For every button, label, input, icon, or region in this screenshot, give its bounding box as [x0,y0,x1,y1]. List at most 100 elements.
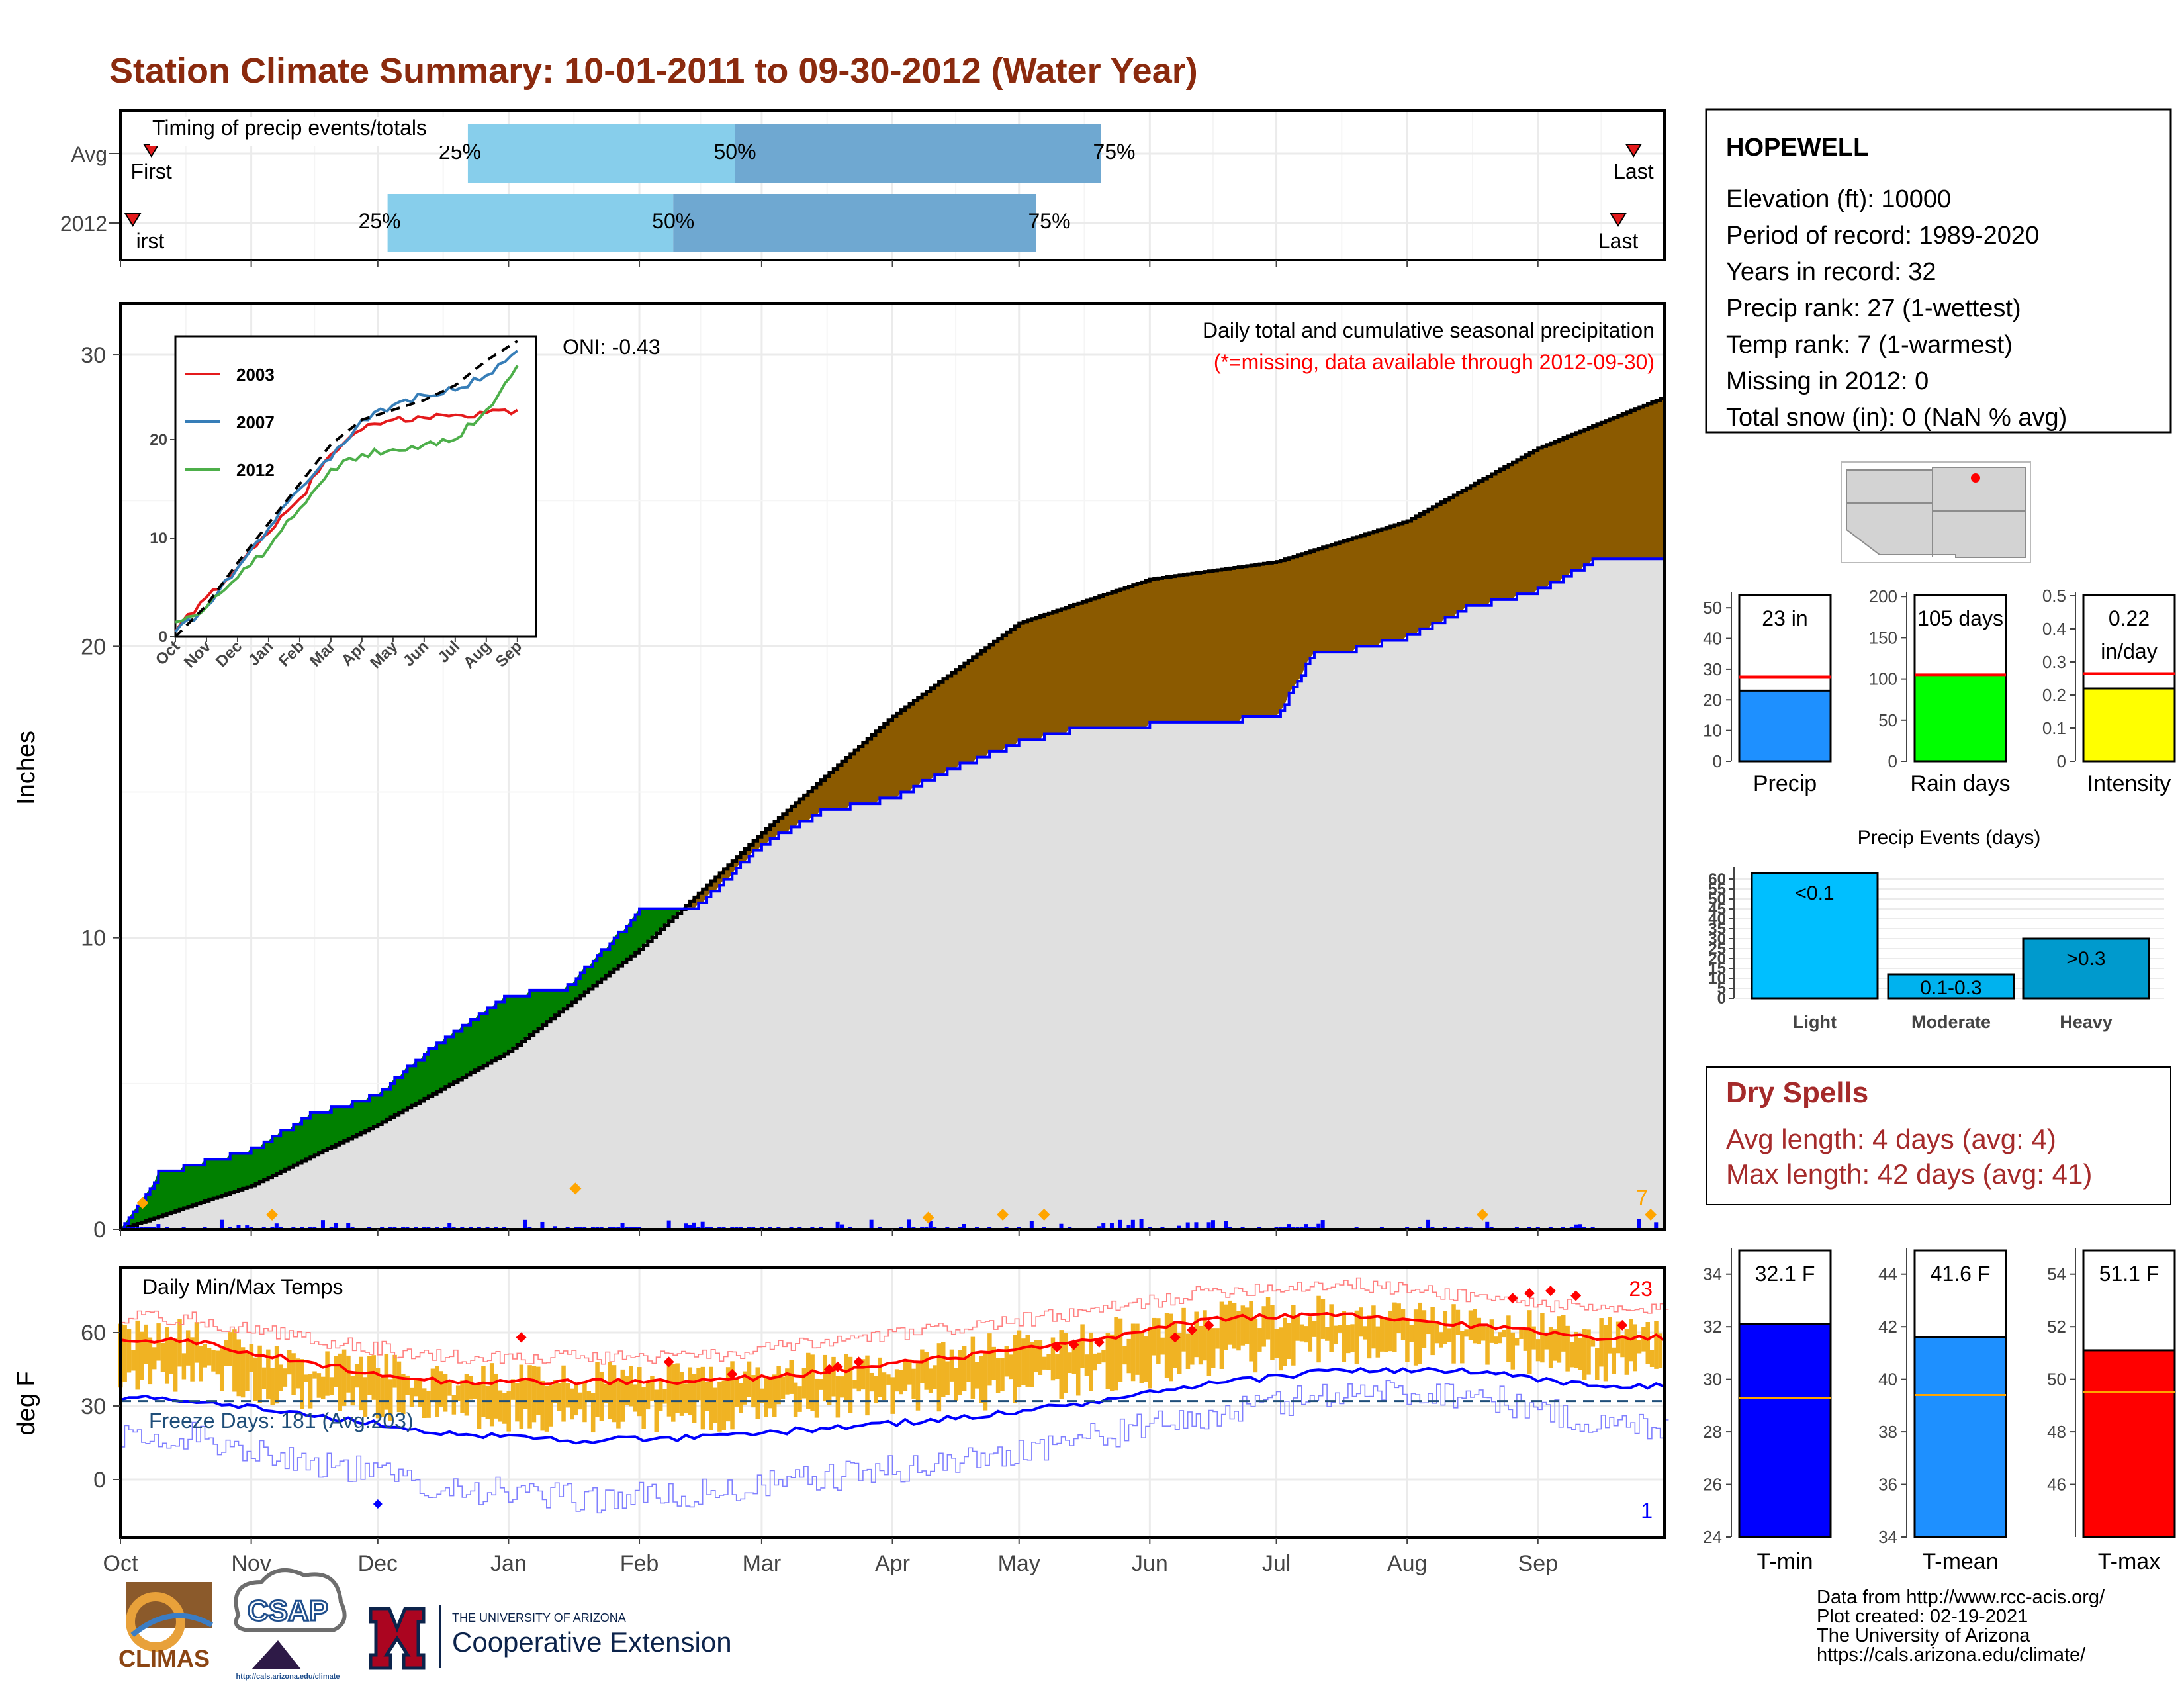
precip-count: 7 [1636,1186,1648,1209]
daily-temp-bar [624,1376,629,1405]
y-tick-label: 0 [93,1217,106,1243]
daily-temp-bar [755,1367,760,1419]
daily-temp-bar [1253,1318,1258,1373]
daily-temp-bar [650,1376,655,1401]
daily-temp-bar [392,1354,397,1388]
daily-temp-bar [1291,1305,1296,1366]
daily-temp-bar [700,1366,705,1430]
daily-temp-bar [574,1382,578,1416]
daily-temp-bar [477,1383,482,1429]
daily-temp-bar [1084,1354,1089,1376]
daily-temp-bar [1464,1329,1469,1337]
daily-temp-bar [848,1356,853,1413]
oni-label: ONI: -0.43 [563,335,660,359]
legend-label: 2012 [236,460,275,480]
daily-temp-bar [911,1368,916,1399]
daily-temp-bar [915,1363,921,1411]
gauge-value-label: 32.1 F [1755,1262,1815,1286]
events-tick-label: 60 [1708,870,1726,888]
daily-temp-bar [1388,1310,1393,1352]
daily-temp-bar [1443,1311,1448,1344]
events-bar-label: <0.1 [1795,882,1834,904]
x-month-label: Jan [490,1551,527,1576]
daily-temp-bar [544,1385,549,1432]
timing-label-50: 50% [652,209,694,233]
gauge-bar [1738,689,1832,763]
daily-precip-bar [274,1223,279,1229]
daily-temp-bar [717,1382,722,1432]
daily-temp-bar [1042,1356,1047,1370]
daily-temp-bar [194,1322,199,1363]
record-high-marker [1203,1319,1214,1331]
daily-temp-bar [320,1376,326,1399]
page-title: Station Climate Summary: 10-01-2011 to 0… [109,51,1198,91]
daily-temp-bar [1126,1338,1131,1374]
daily-temp-bar [485,1385,490,1419]
daily-temp-bar [371,1355,376,1400]
daily-temp-bar [1274,1329,1279,1358]
events-bar [1887,973,2015,1000]
record-high-marker [1052,1342,1063,1353]
record-high-marker [832,1361,843,1372]
daily-temp-bar [612,1365,617,1423]
inset-y-label: 20 [150,431,167,449]
daily-temp-bar [658,1378,663,1411]
temp-gauges: 24 26 28 30 32 34 32.1 F T-min 34 36 38 40 42 44 41.6 … [1703,1248,2176,1574]
daily-temp-bar [1244,1307,1250,1344]
daily-temp-bar [1367,1315,1372,1359]
first-marker [124,213,142,227]
daily-temp-bar [878,1357,882,1397]
daily-temp-bar [1510,1332,1516,1370]
daily-temp-bar [346,1355,351,1393]
daily-temp-bar [743,1371,747,1405]
daily-temp-bar [595,1362,600,1417]
daily-temp-bar [1590,1339,1596,1347]
gauge-value-label: in/day [2101,639,2157,663]
daily-temp-bar [641,1387,646,1429]
daily-temp-bar [502,1393,507,1424]
daily-temp-bar [312,1371,317,1379]
record-high-marker [1169,1332,1181,1343]
events-bar-label: >0.3 [2066,948,2105,970]
daily-temp-bar [604,1383,608,1403]
daily-precip-bar [1574,1224,1578,1229]
events-tick-label: 10 [1708,970,1726,988]
daily-temp-bar [1637,1340,1642,1354]
gauge-value-label: 41.6 F [1931,1262,1991,1286]
daily-temp-bar [1384,1319,1388,1352]
daily-precip-bar [1059,1223,1064,1229]
daily-temp-bar [780,1376,786,1400]
daily-precip-bar [620,1223,625,1229]
daily-temp-bar [1089,1332,1093,1391]
daily-temp-bar [203,1344,207,1368]
daily-temp-bar [1068,1352,1072,1374]
daily-precip-bar [1287,1224,1291,1229]
daily-temp-bar [616,1380,621,1429]
daily-temp-bar [974,1362,979,1389]
daily-temp-bar [173,1338,178,1392]
daily-temp-bar [637,1367,642,1417]
daily-temp-bar [1468,1310,1473,1340]
daily-temp-bar [460,1380,465,1413]
x-month-label: Mar [743,1551,782,1576]
daily-precip-bar [1426,1219,1431,1229]
climas-logo-text: CLIMAS [118,1645,210,1672]
record-high-count: 23 [1629,1277,1653,1301]
daily-temp-bar [228,1332,233,1366]
gauge-value-label: 0.22 [2109,606,2150,630]
daily-temp-bar [464,1374,469,1416]
daily-temp-bar [283,1368,288,1387]
daily-temp-bar [1498,1332,1502,1344]
daily-temp-bar [806,1352,811,1409]
daily-temp-bar [401,1374,406,1415]
daily-temp-bar [920,1349,925,1383]
csap-url: http://cals.arizona.edu/climate [236,1673,340,1681]
daily-temp-bar [739,1383,743,1413]
daily-temp-bar [215,1350,220,1375]
daily-temp-bar [1375,1326,1381,1358]
daily-temp-bar [418,1380,423,1407]
daily-temp-bar [1152,1317,1157,1356]
daily-temp-bar [582,1382,587,1423]
daily-temp-bar [1046,1354,1051,1370]
daily-temp-bar [1418,1302,1422,1364]
